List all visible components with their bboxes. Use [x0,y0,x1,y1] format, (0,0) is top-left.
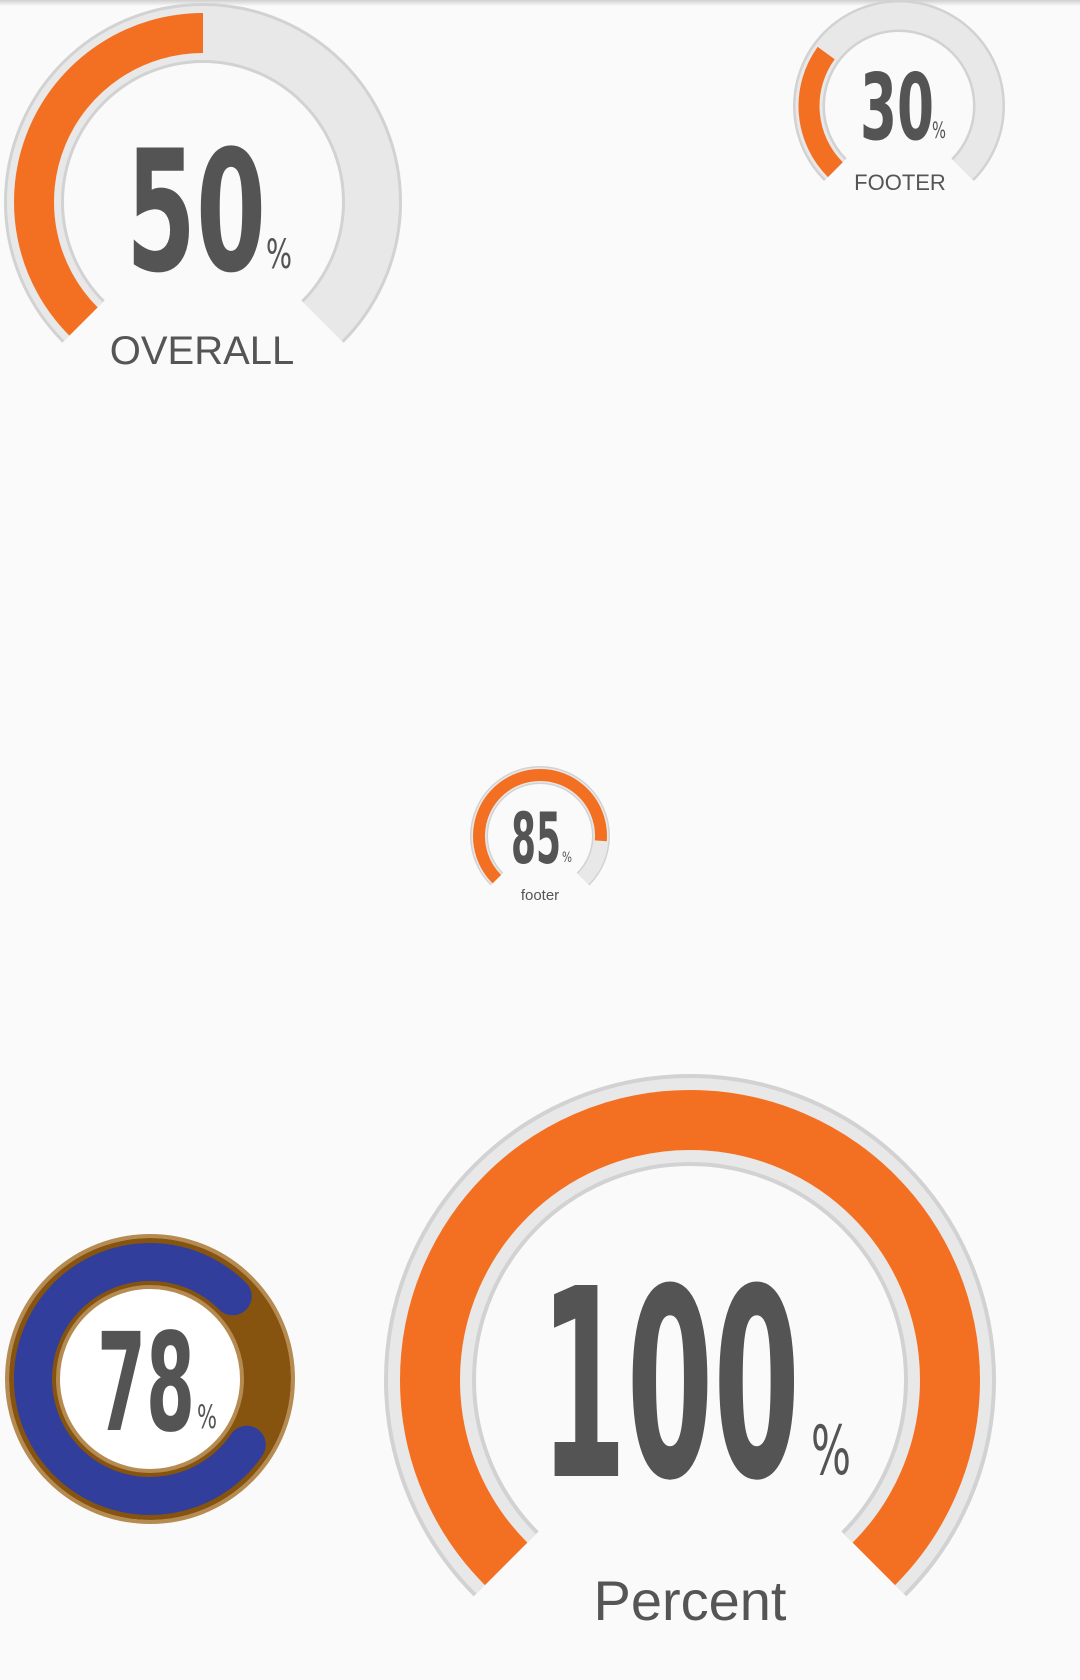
gauge-ring-78-value: 78 [97,1305,195,1463]
gauge-overall-value: 50 [126,114,266,310]
gauge-footer-upper-value: 30 [860,54,934,161]
gauge-percent-progress-arc [400,1090,980,1586]
gauge-ring-78-unit: % [197,1398,217,1436]
gauge-overall: 50 % OVERALL [4,3,402,373]
gauge-footer-small-progress-arc [473,769,607,884]
gauge-overall-label: OVERALL [110,329,295,373]
gauge-ring-78-outer-edge [5,1234,295,1524]
gauge-footer-upper-label: FOOTER [854,170,946,195]
gauge-ring-78-progress-arc [14,1243,266,1515]
gauge-footer-small-label: footer [521,887,559,904]
gauge-percent-label: Percent [594,1569,787,1632]
gauge-overall-progress-arc [14,13,204,336]
top-bar-shadow [0,0,1080,6]
gauge-footer-upper: 30 % FOOTER [793,0,1005,195]
gauge-percent-unit: % [811,1412,851,1491]
gauge-ring-78-inner-edge [56,1285,244,1473]
gauge-overall-unit: % [266,232,292,278]
gauge-footer-upper-unit: % [932,119,946,144]
gauge-footer-small: 85 % footer [470,766,610,904]
gauge-footer-small-value: 85 [511,798,561,880]
gauge-ring-78: 78 % [5,1234,295,1524]
gauge-percent: 100 % Percent [384,1074,996,1632]
gauge-footer-upper-progress-arc [798,46,844,178]
gauge-footer-small-unit: % [562,850,572,866]
gauge-percent-value: 100 [540,1233,800,1538]
